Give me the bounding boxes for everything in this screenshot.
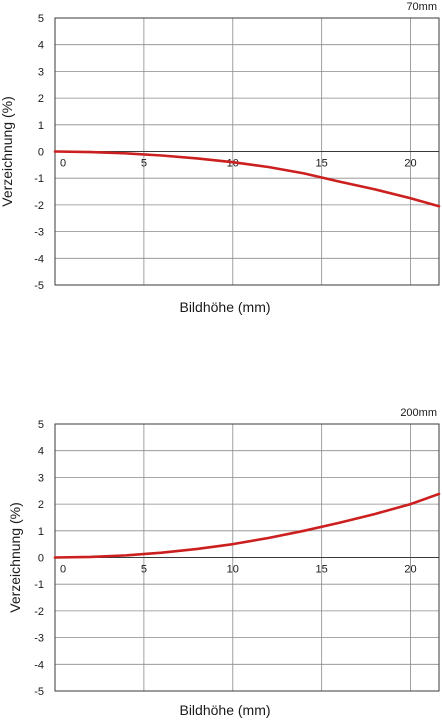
focal-length-label: 200mm <box>400 407 437 419</box>
y-tick-label: 4 <box>38 446 44 458</box>
y-tick-label: 2 <box>38 93 44 105</box>
y-tick-label: -1 <box>34 579 44 591</box>
x-tick-label: 0 <box>60 564 66 576</box>
y-tick-label: -2 <box>34 200 44 212</box>
y-tick-label: 1 <box>38 120 44 132</box>
x-tick-label: 10 <box>227 564 239 576</box>
x-tick-label: 10 <box>227 158 239 170</box>
x-tick-label: 5 <box>141 564 147 576</box>
x-tick-label: 20 <box>404 564 416 576</box>
y-tick-label: -2 <box>34 606 44 618</box>
distortion-curve <box>53 492 441 559</box>
y-axis-label: Verzeichnung (%) <box>7 502 23 613</box>
y-tick-label: 3 <box>38 472 44 484</box>
x-axis-label: Bildhöhe (mm) <box>179 299 270 315</box>
y-axis-label: Verzeichnung (%) <box>0 96 15 207</box>
y-tick-label: -3 <box>34 633 44 645</box>
x-tick-label: 15 <box>316 564 328 576</box>
y-tick-label: -3 <box>34 227 44 239</box>
y-tick-label: -5 <box>34 686 44 698</box>
y-tick-label: 0 <box>38 553 44 565</box>
y-tick-label: 5 <box>38 419 44 431</box>
y-tick-label: 3 <box>38 66 44 78</box>
y-tick-label: -1 <box>34 173 44 185</box>
x-axis-label: Bildhöhe (mm) <box>179 702 270 718</box>
x-tick-label: 20 <box>404 158 416 170</box>
distortion-curve <box>53 150 441 208</box>
y-tick-label: 1 <box>38 526 44 538</box>
x-tick-label: 15 <box>316 158 328 170</box>
y-tick-label: -4 <box>34 659 44 671</box>
y-tick-label: 5 <box>38 13 44 25</box>
y-tick-label: -4 <box>34 253 44 265</box>
y-tick-label: 2 <box>38 499 44 511</box>
focal-length-label: 70mm <box>406 1 437 13</box>
y-tick-label: 0 <box>38 147 44 159</box>
x-tick-label: 0 <box>60 158 66 170</box>
y-tick-label: 4 <box>38 40 44 52</box>
x-tick-label: 5 <box>141 158 147 170</box>
y-tick-label: -5 <box>34 280 44 292</box>
